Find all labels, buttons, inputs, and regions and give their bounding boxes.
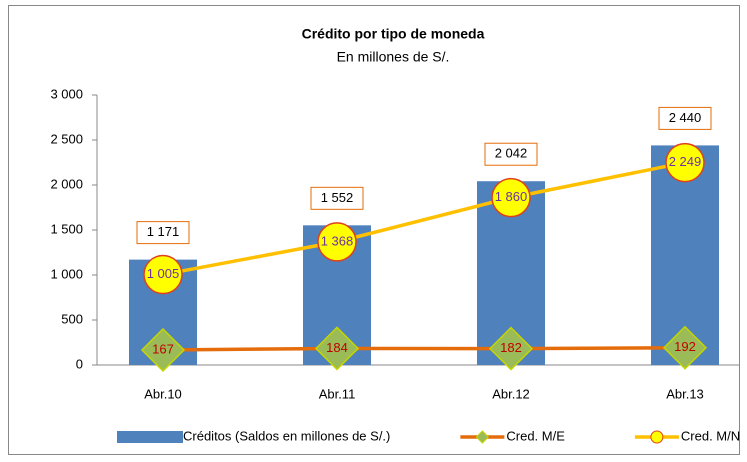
y-tick-label: 1 500 <box>50 221 83 236</box>
marker <box>488 326 534 371</box>
data-label: 2 249 <box>669 154 702 169</box>
data-label: 1 860 <box>495 189 528 204</box>
data-label: 1 171 <box>147 224 180 239</box>
marker <box>662 325 708 370</box>
legend-label: Créditos (Saldos en millones de S/.) <box>183 428 390 443</box>
data-label-box <box>658 106 712 130</box>
x-tick-label: Abr.13 <box>666 386 704 401</box>
y-tick-label: 2 000 <box>50 176 83 191</box>
legend-marker <box>650 430 664 444</box>
legend-label: Cred. M/E <box>506 428 565 443</box>
legend-label: Cred. M/N <box>681 428 740 443</box>
chart-border <box>8 5 740 455</box>
legend-swatch <box>117 431 183 443</box>
data-label: 192 <box>674 339 696 354</box>
y-tick-label: 500 <box>61 311 83 326</box>
data-label: 1 552 <box>321 190 354 205</box>
y-tick-label: 1 000 <box>50 266 83 281</box>
line <box>162 345 686 352</box>
line <box>162 160 686 277</box>
data-label-box <box>310 186 364 210</box>
data-label: 167 <box>152 341 174 356</box>
x-tick-label: Abr.12 <box>492 386 530 401</box>
marker <box>314 326 360 371</box>
data-label: 184 <box>326 340 348 355</box>
data-label: 182 <box>500 340 522 355</box>
y-tick-label: 2 500 <box>50 131 83 146</box>
data-label-box <box>136 221 190 245</box>
marker <box>143 254 183 295</box>
x-tick-label: Abr.10 <box>144 386 182 401</box>
data-label: 1 005 <box>147 266 180 281</box>
data-label: 2 042 <box>495 146 528 161</box>
y-tick-label: 3 000 <box>50 86 83 101</box>
data-label: 1 368 <box>321 233 354 248</box>
y-tick-label: 0 <box>76 356 83 371</box>
marker <box>491 177 531 218</box>
data-label: 2 440 <box>669 110 702 125</box>
x-tick-label: Abr.11 <box>319 386 356 401</box>
marker <box>317 222 357 262</box>
data-label-box <box>484 142 538 166</box>
chart-title: Crédito por tipo de moneda <box>302 26 485 42</box>
marker <box>665 142 705 183</box>
marker <box>140 327 186 373</box>
chart-subtitle: En millones de S/. <box>337 49 450 65</box>
legend-marker <box>475 430 490 444</box>
